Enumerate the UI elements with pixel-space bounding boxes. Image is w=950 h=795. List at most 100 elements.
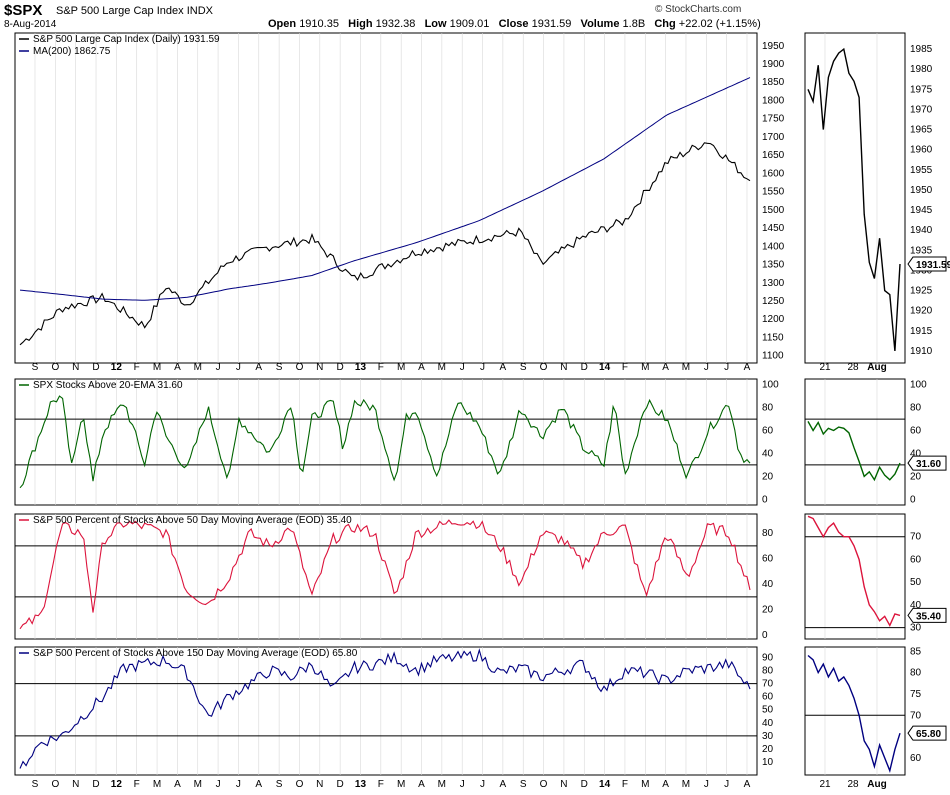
panel-title: S&P 500 Percent of Stocks Above 150 Day …	[33, 648, 358, 659]
low-label: Low	[424, 18, 447, 30]
close-label: Close	[498, 18, 529, 30]
chart-date: 8-Aug-2014	[4, 19, 57, 30]
zoom-y-tick-label: 30	[910, 623, 922, 634]
legend-entry-price: S&P 500 Large Cap Index (Daily) 1931.59	[33, 34, 220, 45]
x-tick-label: M	[438, 362, 446, 373]
x-tick-label: A	[662, 362, 669, 373]
x-tick-label: 12	[111, 779, 123, 790]
series-line-1-1	[19, 142, 751, 346]
symbol[interactable]: $SPX	[4, 2, 43, 19]
x-tick-label: A	[174, 362, 181, 373]
x-tick-label: S	[276, 779, 283, 790]
legend-entry-ma: MA(200) 1862.75	[33, 46, 111, 57]
x-tick-label: 14	[599, 362, 611, 373]
x-tick-label: A	[418, 362, 425, 373]
zoom-y-tick-label: 50	[910, 577, 922, 588]
zoom-y-tick-label: 80	[910, 403, 922, 414]
zoom-y-tick-label: 60	[910, 426, 922, 437]
x-tick-label: O	[296, 362, 304, 373]
y-tick-label: 0	[762, 630, 768, 641]
zoom-y-tick-label: 60	[910, 554, 922, 565]
volume-label: Volume	[580, 18, 620, 30]
y-tick-label: 40	[762, 579, 774, 590]
y-tick-label: 30	[762, 731, 774, 742]
y-tick-label: 100	[762, 380, 779, 391]
x-tick-label: S	[32, 779, 39, 790]
x-tick-label: O	[540, 362, 548, 373]
y-tick-label: 1700	[762, 132, 785, 143]
open-label: Open	[268, 18, 297, 30]
x-tick-label: M	[438, 779, 446, 790]
x-tick-label: 12	[111, 362, 123, 373]
zoom-y-tick-label: 1975	[910, 84, 933, 95]
high-value: 1932.38	[375, 18, 416, 30]
zoom-x-tick-label: 21	[819, 362, 831, 373]
y-tick-label: 80	[762, 666, 774, 677]
zoom-y-tick-label: 100	[910, 380, 927, 391]
x-tick-label: J	[724, 362, 729, 373]
x-tick-label: F	[622, 779, 628, 790]
x-tick-label: D	[337, 362, 344, 373]
zoom-y-tick-label: 1915	[910, 326, 933, 337]
zoom-y-tick-label: 1955	[910, 165, 933, 176]
y-tick-label: 1900	[762, 59, 785, 70]
zoom-y-tick-label: 40	[910, 600, 922, 611]
x-tick-label: J	[480, 779, 485, 790]
y-tick-label: 1250	[762, 296, 785, 307]
series-line-4-1	[19, 648, 751, 769]
zoom-y-tick-label: 70	[910, 532, 922, 543]
x-tick-label: F	[134, 779, 140, 790]
x-tick-label: N	[72, 779, 79, 790]
y-tick-label: 1500	[762, 205, 785, 216]
x-tick-label: M	[641, 779, 649, 790]
y-tick-label: 1150	[762, 332, 784, 343]
zoom-x-tick-label: 28	[847, 362, 859, 373]
x-tick-label: J	[704, 779, 709, 790]
zoom-y-tick-label: 40	[910, 448, 922, 459]
x-tick-label: O	[51, 779, 59, 790]
x-tick-label: F	[378, 362, 384, 373]
zoom-series-line-3	[807, 515, 901, 627]
y-tick-label: 50	[762, 705, 774, 716]
x-tick-label: 13	[355, 779, 367, 790]
x-tick-label: J	[724, 779, 729, 790]
x-tick-label: M	[397, 779, 405, 790]
x-tick-label: D	[581, 779, 588, 790]
zoom-y-tick-label: 80	[910, 668, 922, 679]
last-value-tag	[907, 455, 947, 471]
x-tick-label: F	[622, 362, 628, 373]
x-tick-label: A	[744, 362, 751, 373]
symbol-name: S&P 500 Large Cap Index INDX	[56, 5, 213, 17]
zoom-series-line-1	[807, 47, 901, 351]
zoom-panel-frame-4	[804, 646, 906, 776]
x-tick-label: M	[682, 779, 690, 790]
x-tick-label: M	[194, 362, 202, 373]
x-tick-label: J	[236, 779, 241, 790]
y-tick-label: 1850	[762, 77, 785, 88]
y-tick-label: 1550	[762, 187, 785, 198]
y-tick-label: 10	[762, 757, 774, 768]
zoom-y-tick-label: 1935	[910, 245, 933, 256]
series-line-3-1	[19, 519, 751, 630]
zoom-series-line-2	[807, 421, 901, 482]
x-tick-label: N	[560, 779, 567, 790]
chg-value: +22.02 (+1.15%)	[678, 18, 761, 30]
x-tick-label: A	[744, 779, 751, 790]
x-tick-label: A	[500, 779, 507, 790]
y-tick-label: 60	[762, 554, 774, 565]
close-value: 1931.59	[531, 18, 572, 30]
x-tick-label: N	[560, 362, 567, 373]
zoom-y-tick-label: 1910	[910, 346, 933, 357]
zoom-panel-frame-1	[804, 32, 906, 364]
y-tick-label: 80	[762, 528, 774, 539]
zoom-x-tick-label: 28	[847, 779, 859, 790]
zoom-y-tick-label: 1950	[910, 185, 933, 196]
x-tick-label: O	[51, 362, 59, 373]
last-value-label: 1931.59	[916, 260, 950, 271]
y-tick-label: 1750	[762, 114, 785, 125]
last-value-tag	[907, 607, 947, 623]
series-line-2-1	[19, 395, 751, 489]
last-value-label: 31.60	[916, 459, 941, 470]
volume-value: 1.8B	[622, 18, 646, 30]
y-tick-label: 20	[762, 744, 774, 755]
